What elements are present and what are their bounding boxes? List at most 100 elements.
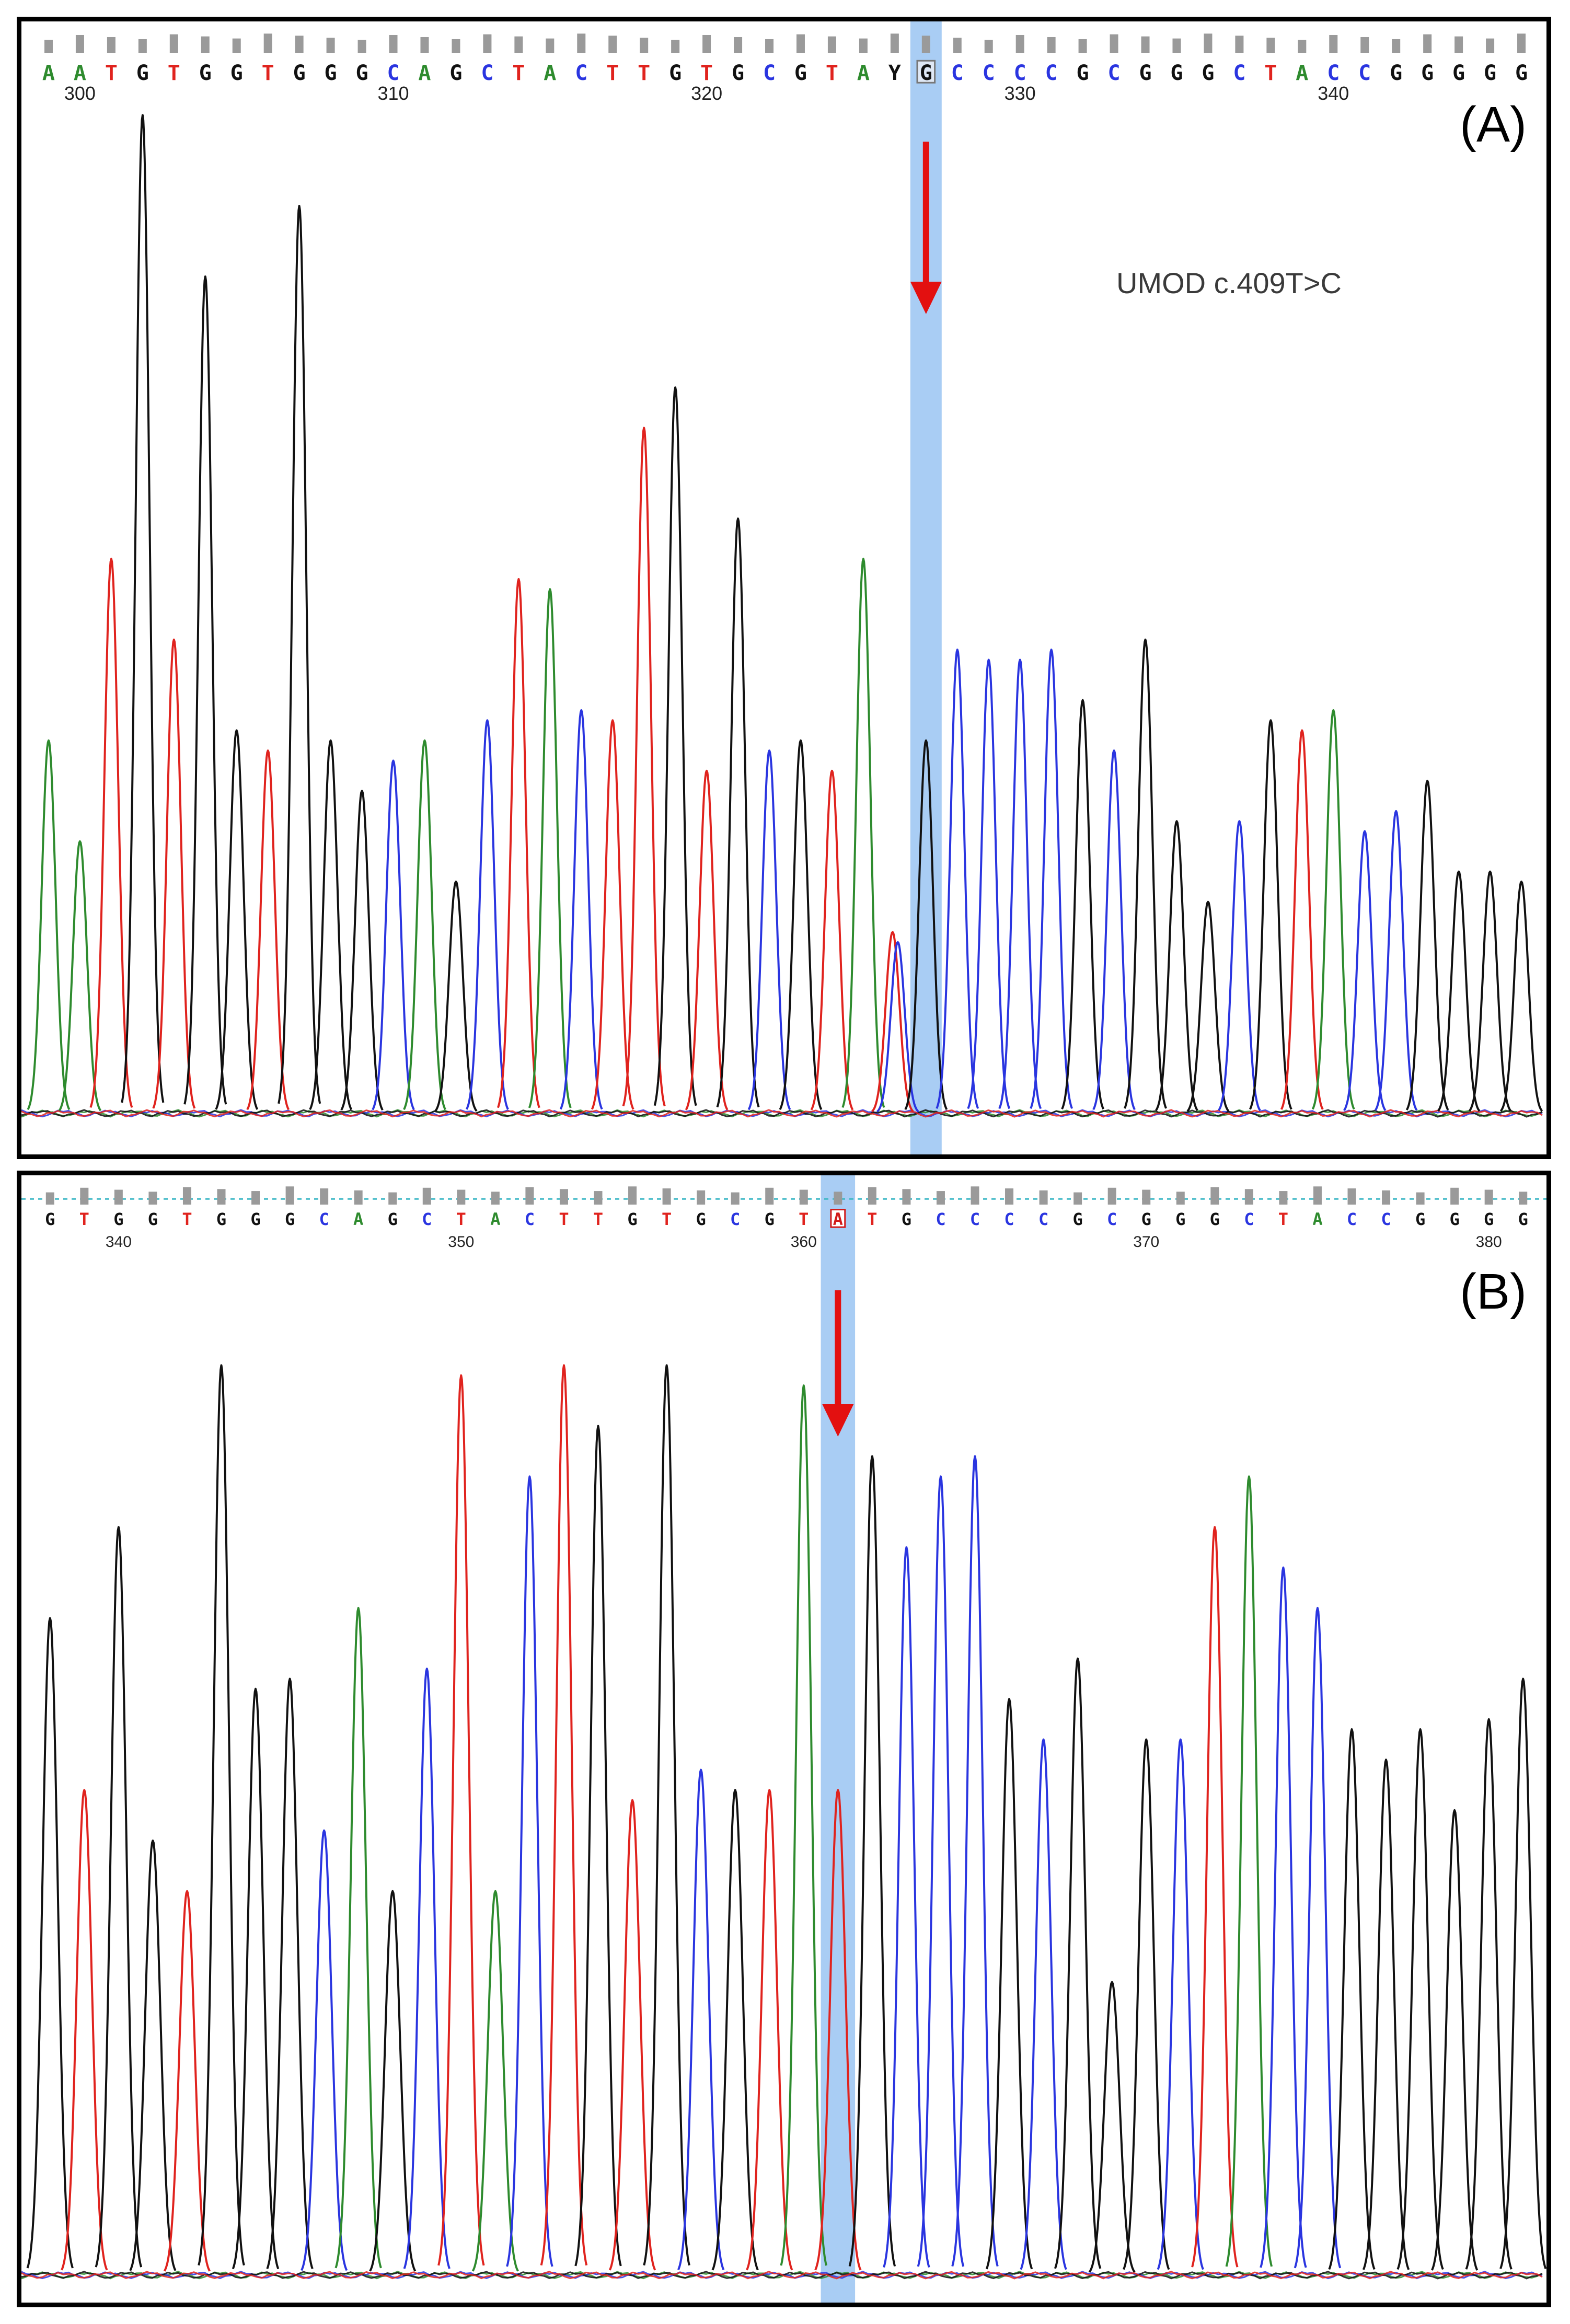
quality-bar	[1486, 38, 1495, 53]
base-call: G	[1415, 1209, 1425, 1229]
base-call: A	[833, 1209, 843, 1229]
quality-bar	[1172, 38, 1181, 53]
panel-label: (A)	[1460, 97, 1527, 153]
base-call: T	[182, 1209, 192, 1229]
quality-bar	[799, 1189, 808, 1205]
quality-bar	[834, 1192, 842, 1205]
quality-bar	[734, 37, 743, 53]
quality-bar	[285, 1186, 294, 1205]
variant-arrow-head	[910, 282, 942, 314]
quality-bar	[608, 36, 617, 53]
quality-bar	[1347, 1188, 1356, 1205]
trace-peak-C	[1157, 1738, 1204, 2270]
trace-peak-G	[985, 1698, 1033, 2270]
base-call: C	[481, 61, 493, 85]
base-call: T	[105, 61, 118, 85]
base-call: C	[951, 61, 964, 85]
quality-bar	[457, 1189, 466, 1205]
base-call: A	[418, 61, 431, 85]
trace-peak-G	[711, 1789, 759, 2271]
quality-bar	[936, 1191, 945, 1205]
base-call: T	[1264, 61, 1277, 85]
position-label: 340	[106, 1233, 132, 1251]
base-call: C	[387, 61, 399, 85]
quality-bar	[295, 36, 304, 53]
base-call: G	[794, 61, 807, 85]
base-call: T	[512, 61, 525, 85]
trace-peak-C	[883, 1546, 930, 2268]
quality-bar	[890, 33, 899, 53]
trace-peak-G	[95, 1526, 143, 2268]
quality-bar	[320, 1188, 329, 1205]
quality-bar	[971, 1186, 979, 1205]
base-call: A	[490, 1209, 500, 1229]
trace-peak-A	[471, 1890, 519, 2272]
quality-bar	[984, 40, 993, 53]
trace-peak-G	[1437, 870, 1481, 1112]
base-call: G	[1175, 1209, 1185, 1229]
trace-peak-T	[608, 1799, 656, 2271]
trace-peak-T	[622, 426, 666, 1106]
position-label: 330	[1005, 83, 1036, 104]
trace-peak-C	[967, 658, 1011, 1109]
trace-peak-G	[904, 739, 948, 1110]
base-call: C	[1327, 61, 1340, 85]
trace-peak-G	[643, 1364, 690, 2266]
quality-bar	[1329, 34, 1338, 53]
quality-bar	[697, 1190, 706, 1205]
trace-peak-C	[747, 749, 791, 1111]
trace-peak-A	[1311, 709, 1355, 1110]
base-call: G	[199, 61, 212, 85]
base-call: G	[1202, 61, 1214, 85]
base-call: C	[730, 1209, 740, 1229]
base-call: G	[136, 61, 149, 85]
base-call: T	[606, 61, 619, 85]
quality-bar	[326, 38, 335, 53]
trace-peak-G	[309, 739, 353, 1110]
trace-peak-A	[1225, 1475, 1273, 2267]
quality-bar	[1142, 1189, 1151, 1205]
base-call: G	[113, 1209, 123, 1229]
base-call: C	[763, 61, 776, 85]
trace-peak-G	[1396, 1728, 1444, 2270]
trace-peak-T	[814, 1789, 862, 2271]
quality-bar	[868, 1187, 876, 1205]
base-call: G	[216, 1209, 226, 1229]
trace-peak-G	[434, 881, 478, 1112]
quality-bar	[1517, 33, 1526, 53]
base-call: Y	[888, 61, 901, 85]
base-call: A	[1296, 61, 1308, 85]
quality-bar	[263, 33, 272, 53]
trace-peak-C	[936, 649, 979, 1109]
quality-bar	[559, 1189, 568, 1205]
position-label: 340	[1318, 83, 1349, 104]
base-call: G	[148, 1209, 158, 1229]
base-call: C	[1381, 1209, 1391, 1229]
quality-bar	[389, 34, 398, 53]
position-label: 320	[691, 83, 722, 104]
trace-peak-T	[152, 638, 196, 1109]
trace-peak-T	[685, 769, 729, 1111]
trace-peak-A	[27, 739, 71, 1110]
quality-bar	[1423, 34, 1432, 53]
variant-annotation: UMOD c.409T>C	[1116, 267, 1342, 299]
trace-peak-C	[677, 1768, 725, 2271]
quality-bar	[671, 40, 680, 53]
base-call: T	[1278, 1209, 1288, 1229]
base-call: C	[422, 1209, 432, 1229]
base-call: G	[325, 61, 337, 85]
quality-bar	[45, 1192, 54, 1205]
variant-base-box	[830, 1209, 846, 1228]
position-label: 380	[1476, 1233, 1502, 1251]
quality-bar	[1416, 1192, 1425, 1205]
quality-bar	[1078, 39, 1087, 53]
base-call: G	[1484, 1209, 1494, 1229]
quality-bar	[452, 39, 460, 53]
trace-peak-G	[1328, 1728, 1376, 2270]
trace-peak-C	[876, 941, 919, 1113]
base-call: A	[1312, 1209, 1322, 1229]
